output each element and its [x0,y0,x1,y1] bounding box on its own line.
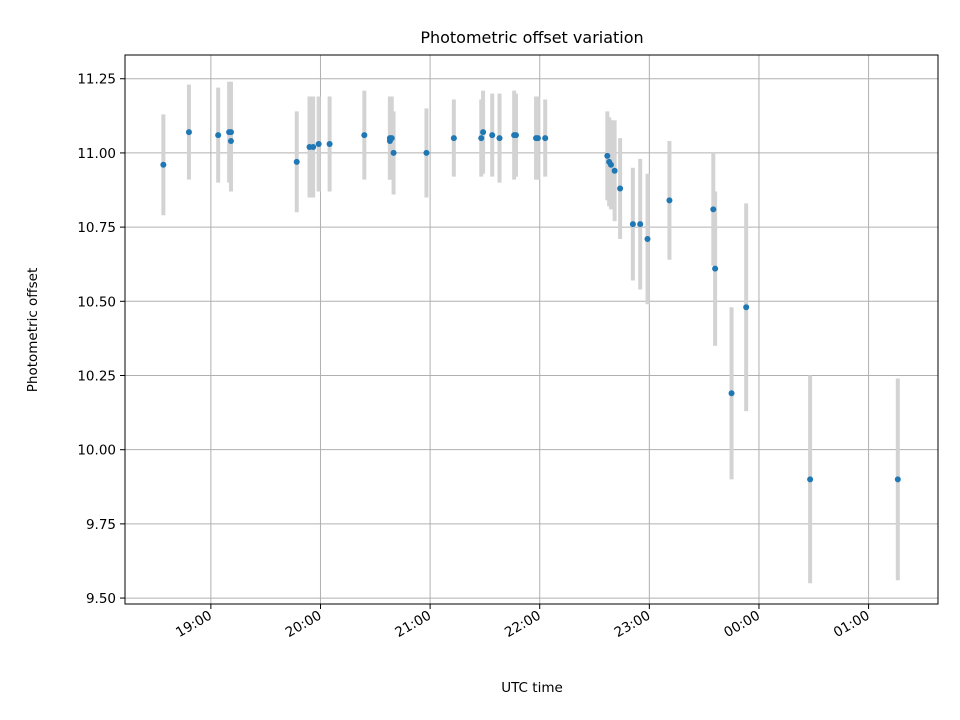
plot-frame [124,54,939,605]
data-point [315,141,322,148]
data-point [227,129,234,136]
y-tick-label: 10.50 [77,294,116,310]
x-axis-label: UTC time [501,680,563,696]
data-point [534,135,541,142]
data-point [807,476,814,483]
y-tick-label: 9.75 [86,517,116,533]
data-point [728,390,735,397]
y-tick-label: 11.25 [77,72,116,88]
data-point [542,135,549,142]
data-point [480,129,487,136]
data-point [215,132,222,139]
data-point [604,152,611,159]
data-point [489,132,496,139]
data-point [607,161,614,168]
y-tick-label: 11.00 [77,146,116,162]
data-points [160,129,901,483]
y-tick-label: 10.75 [77,220,116,236]
y-tick-label: 10.25 [77,368,116,384]
data-point [617,185,624,192]
data-point [185,129,192,136]
y-axis-ticks: 9.50 9.75 10.00 10.25 10.50 10.75 11.00 11.25 [77,72,125,607]
y-tick-label: 10.00 [77,443,116,459]
data-point [326,141,333,148]
data-point [611,167,618,174]
data-point [712,265,719,272]
data-point [496,135,503,142]
data-point [644,235,651,242]
data-point [894,476,901,483]
data-point [310,143,317,150]
data-point [293,158,300,165]
data-point [450,135,457,142]
chart-title: Photometric offset variation [420,28,643,47]
data-point [629,221,636,228]
data-point [388,135,395,142]
data-point [512,132,519,139]
data-point [423,149,430,156]
data-point [710,206,717,213]
y-tick-label: 9.50 [86,591,116,607]
data-point [361,132,368,139]
data-point [227,138,234,145]
data-point [666,197,673,204]
data-point [390,149,397,156]
grid-lines [125,55,938,604]
y-axis-label: Photometric offset [25,268,41,392]
data-point [743,304,750,311]
data-point [160,161,167,168]
data-point [637,221,644,228]
data-point [478,135,485,142]
